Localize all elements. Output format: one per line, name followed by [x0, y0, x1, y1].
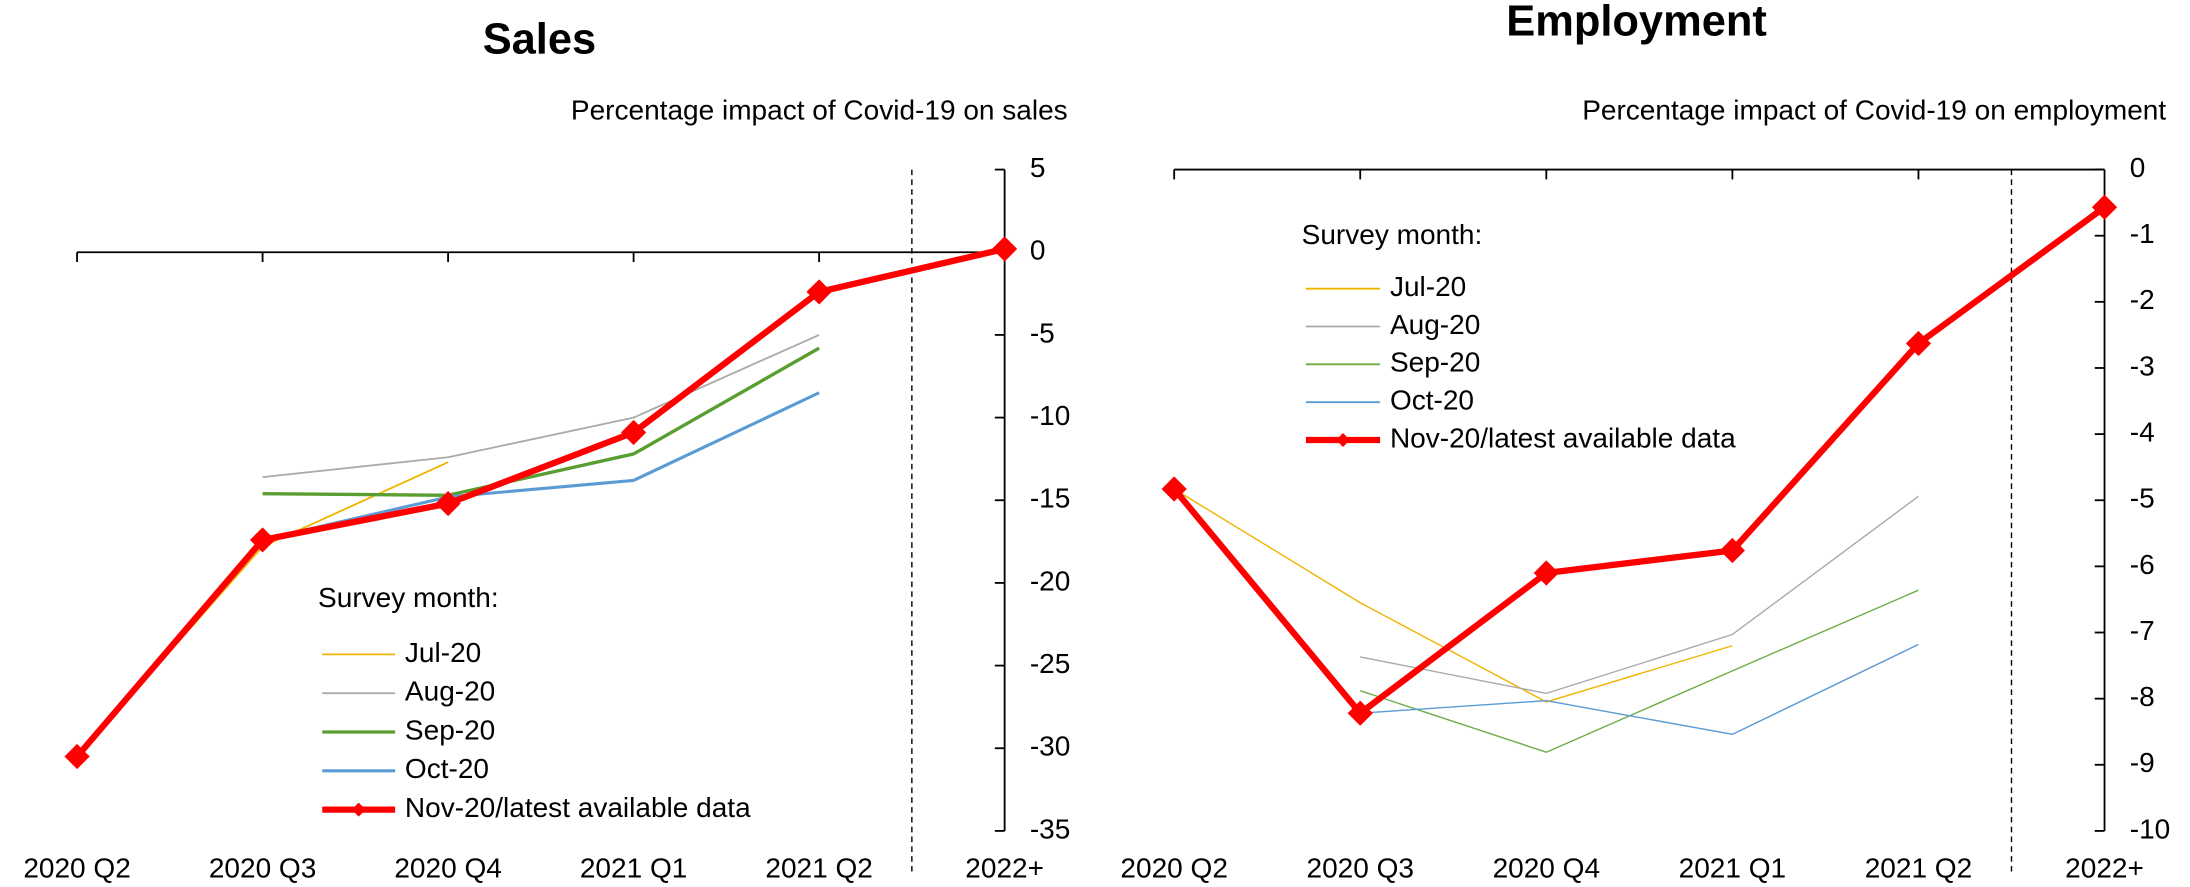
data-marker — [1533, 560, 1559, 586]
y-tick-label: -2 — [2130, 284, 2155, 315]
data-marker — [435, 490, 461, 517]
legend-label: Aug-20 — [1390, 309, 1480, 340]
series-line — [262, 391, 820, 542]
x-tick-label: 2021 Q1 — [1679, 853, 1786, 884]
y-tick-label: -6 — [2130, 549, 2155, 580]
x-tick-label: 2021 Q1 — [580, 853, 687, 884]
data-marker — [2091, 194, 2118, 220]
data-marker — [1161, 476, 1187, 502]
series-line — [1360, 589, 1919, 753]
legend-label: Sep-20 — [405, 714, 495, 745]
legend-label: Nov-20/latest available data — [1390, 422, 1736, 453]
y-tick-label: 0 — [1030, 235, 1046, 266]
y-tick-label: 5 — [1030, 152, 1046, 183]
series-line — [262, 346, 820, 497]
legend-label: Aug-20 — [405, 676, 495, 707]
series-line — [1360, 643, 1919, 736]
x-tick-label: 2020 Q4 — [1493, 853, 1600, 884]
legend-label: Oct-20 — [405, 753, 489, 784]
x-tick-label: 2022+ — [965, 853, 1044, 884]
series-line — [262, 334, 820, 479]
y-tick-label: -20 — [1030, 565, 1071, 596]
y-tick-label: -5 — [2130, 483, 2155, 514]
x-tick-label: 2022+ — [2065, 853, 2144, 884]
y-tick-label: -8 — [2130, 681, 2155, 712]
chart-subtitle: Percentage impact of Covid-19 on sales — [571, 95, 1068, 126]
y-tick-label: -10 — [2130, 813, 2171, 844]
series-line — [1173, 488, 1733, 703]
y-tick-label: -9 — [2130, 747, 2155, 778]
y-tick-label: -30 — [1030, 731, 1071, 762]
y-tick-label: -7 — [2130, 615, 2155, 646]
y-tick-label: -4 — [2130, 417, 2155, 448]
legend-label: Oct-20 — [1390, 385, 1474, 416]
y-tick-label: -25 — [1030, 648, 1071, 679]
series-line — [74, 245, 1006, 759]
legend-title: Survey month: — [318, 582, 499, 613]
x-tick-label: 2020 Q4 — [394, 853, 501, 884]
legend-label: Sep-20 — [1390, 347, 1480, 378]
series-line — [1360, 495, 1919, 695]
y-tick-label: -3 — [2130, 350, 2155, 381]
x-tick-label: 2021 Q2 — [1865, 853, 1972, 884]
y-tick-label: -5 — [1030, 317, 1055, 348]
legend-marker — [351, 802, 366, 817]
legend-label: Nov-20/latest available data — [405, 792, 751, 823]
x-tick-label: 2020 Q2 — [1120, 853, 1227, 884]
legend-title: Survey month: — [1302, 219, 1483, 250]
legend-label: Jul-20 — [405, 637, 481, 668]
legend-marker — [1335, 432, 1351, 448]
y-tick-label: 0 — [2130, 152, 2146, 183]
y-tick-label: -35 — [1030, 813, 1071, 844]
data-marker — [620, 419, 647, 446]
y-tick-label: -10 — [1030, 400, 1071, 431]
y-tick-label: -15 — [1030, 483, 1071, 514]
x-tick-label: 2020 Q2 — [23, 853, 130, 884]
x-tick-label: 2021 Q2 — [765, 853, 872, 884]
chart-subtitle: Percentage impact of Covid-19 on employm… — [1582, 95, 2166, 126]
legend-label: Jul-20 — [1390, 271, 1466, 302]
data-marker — [992, 236, 1018, 262]
x-tick-label: 2020 Q3 — [209, 853, 316, 884]
data-marker — [806, 279, 832, 305]
x-tick-label: 2020 Q3 — [1306, 853, 1413, 884]
chart-title: Employment — [1506, 0, 1767, 45]
chart-title: Sales — [483, 16, 596, 64]
series-line — [1171, 204, 2107, 717]
data-marker — [64, 743, 90, 770]
y-tick-label: -1 — [2130, 218, 2155, 249]
